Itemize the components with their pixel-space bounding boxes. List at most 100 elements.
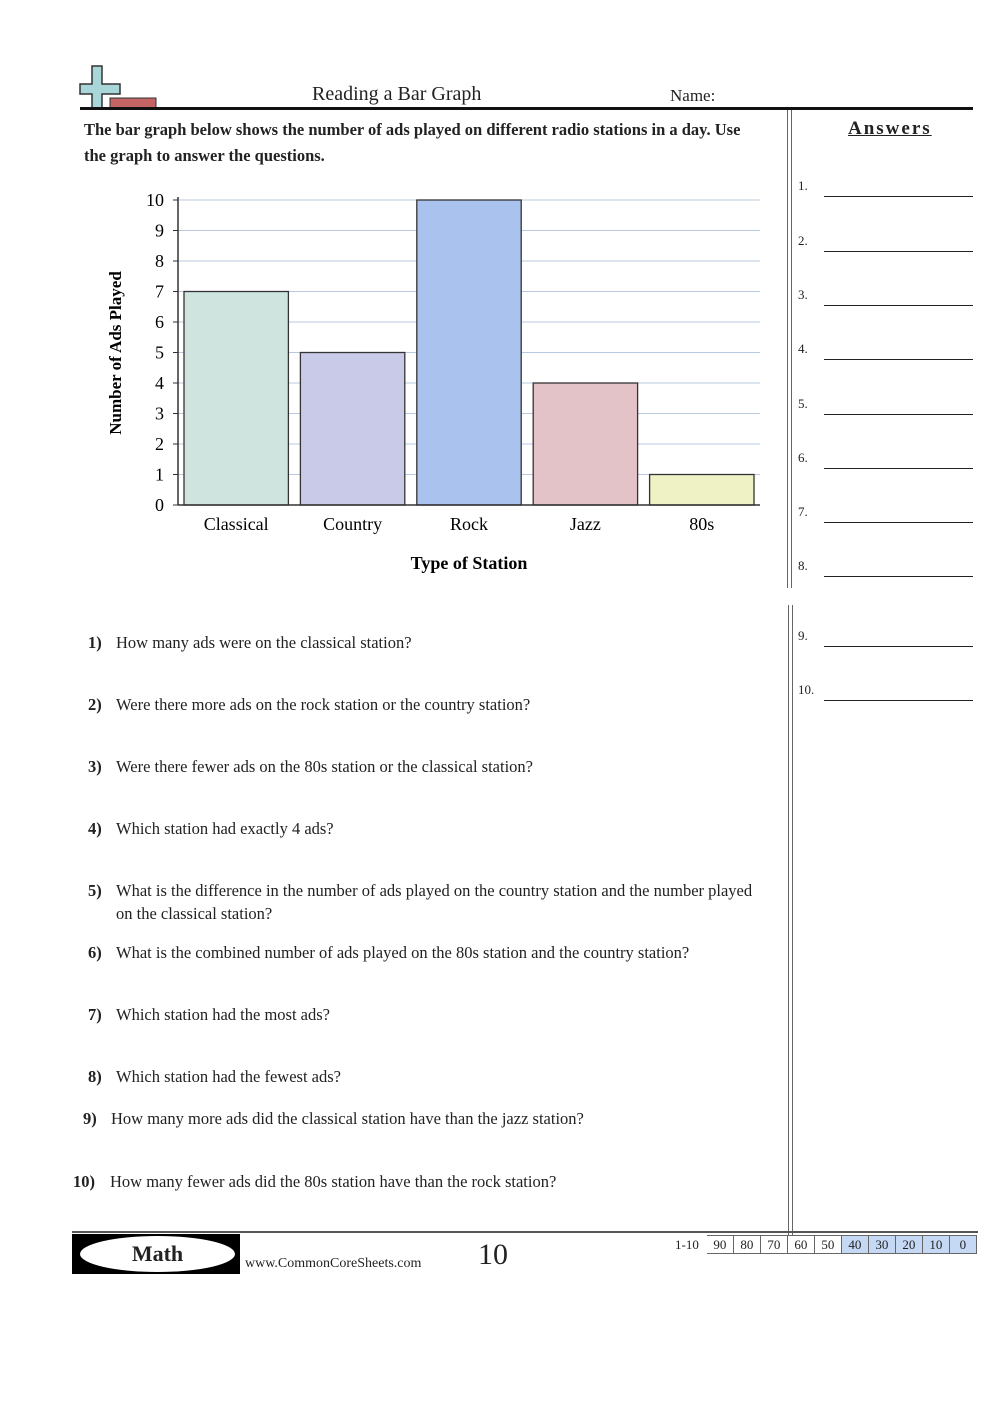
question-number: 2) <box>88 695 102 714</box>
answer-blank[interactable] <box>824 251 973 252</box>
question-number: 4) <box>88 819 102 838</box>
question-text: Which station had the fewest ads? <box>116 1067 341 1086</box>
score-cell: 10 <box>922 1235 950 1254</box>
score-cell: 50 <box>814 1235 842 1254</box>
answer-blank[interactable] <box>824 468 973 469</box>
x-tick-label: Country <box>323 514 382 534</box>
answers-heading: Answers <box>848 118 932 139</box>
question: 5) What is the difference in the number o… <box>88 879 756 925</box>
question: 9) How many more ads did the classical st… <box>83 1107 751 1130</box>
divider <box>791 110 792 588</box>
y-tick-label: 8 <box>155 251 164 271</box>
question-number: 9) <box>83 1109 97 1128</box>
name-label: Name: <box>670 86 716 105</box>
answer-blank[interactable] <box>824 646 973 647</box>
question-number: 10) <box>73 1172 95 1191</box>
x-tick-label: 80s <box>689 514 714 534</box>
question-text: Were there fewer ads on the 80s station … <box>116 757 533 776</box>
y-tick-label: 7 <box>155 282 164 302</box>
question-text: What is the difference in the number of … <box>116 881 753 923</box>
answer-blank[interactable] <box>824 196 973 197</box>
question: 4) Which station had exactly 4 ads? <box>88 817 756 840</box>
answer-number: 6. <box>798 450 808 465</box>
answer-blank[interactable] <box>824 359 973 360</box>
site-url[interactable]: www.CommonCoreSheets.com <box>245 1256 422 1271</box>
y-tick-label: 5 <box>155 343 164 363</box>
question-text: What is the combined number of ads playe… <box>116 943 690 962</box>
answer-blank[interactable] <box>824 576 973 577</box>
question-number: 1) <box>88 633 102 652</box>
answer-number: 3. <box>798 287 808 302</box>
question-text: Which station had the most ads? <box>116 1005 330 1024</box>
score-table: 1-10 90 80 70 60 50 40 30 20 10 0 <box>675 1235 977 1254</box>
score-cell: 30 <box>868 1235 896 1254</box>
divider <box>788 605 789 1235</box>
question-text: How many ads were on the classical stati… <box>116 633 412 652</box>
question-number: 5) <box>88 881 102 900</box>
question-text: How many fewer ads did the 80s station h… <box>110 1172 557 1191</box>
instructions: The bar graph below shows the number of … <box>84 120 741 165</box>
y-tick-label: 2 <box>155 434 164 454</box>
score-cell: 0 <box>949 1235 977 1254</box>
y-axis-label: Number of Ads Played <box>106 271 125 435</box>
answer-blank[interactable] <box>824 414 973 415</box>
answer-number: 9. <box>798 628 808 643</box>
x-tick-label: Rock <box>450 514 488 534</box>
answer-number: 2. <box>798 233 808 248</box>
question: 1) How many ads were on the classical sta… <box>88 631 756 654</box>
divider <box>792 605 793 1235</box>
x-tick-label: Jazz <box>570 514 601 534</box>
page-number: 10 <box>478 1238 508 1271</box>
divider <box>787 110 788 588</box>
y-tick-label: 6 <box>155 312 164 332</box>
bar-80s <box>648 473 755 506</box>
y-tick-label: 10 <box>146 190 164 210</box>
score-cell: 90 <box>706 1235 734 1254</box>
logo-icon <box>79 65 157 110</box>
subject-label: Math <box>80 1236 235 1272</box>
score-label: 1-10 <box>675 1236 699 1252</box>
answer-blank[interactable] <box>824 700 973 701</box>
question-number: 6) <box>88 943 102 962</box>
score-cell: 20 <box>895 1235 923 1254</box>
answer-number: 4. <box>798 341 808 356</box>
question-number: 3) <box>88 757 102 776</box>
y-tick-label: 0 <box>155 495 164 515</box>
answer-number: 8. <box>798 558 808 573</box>
question: 8) Which station had the fewest ads? <box>88 1065 756 1088</box>
answer-number: 1. <box>798 178 808 193</box>
y-tick-label: 1 <box>155 465 164 485</box>
y-tick-label: 9 <box>155 221 164 241</box>
score-cell: 70 <box>760 1235 788 1254</box>
question: 2) Were there more ads on the rock statio… <box>88 693 756 716</box>
bar-classical <box>183 290 290 506</box>
question-text: Were there more ads on the rock station … <box>116 695 531 714</box>
score-cell: 40 <box>841 1235 869 1254</box>
question-number: 7) <box>88 1005 102 1024</box>
score-cell: 60 <box>787 1235 815 1254</box>
question: 6) What is the combined number of ads pla… <box>88 941 756 964</box>
x-axis-label: Type of Station <box>411 553 528 573</box>
answer-number: 5. <box>798 396 808 411</box>
question: 7) Which station had the most ads? <box>88 1003 756 1026</box>
bar-country <box>299 351 406 506</box>
question: 10) How many fewer ads did the 80s statio… <box>73 1170 750 1193</box>
question-text: Which station had exactly 4 ads? <box>116 819 334 838</box>
bar-chart: 0 1 2 3 4 5 6 7 8 9 10 Classical Country Rock Jazz 80s T… <box>106 190 760 573</box>
answer-number: 7. <box>798 504 808 519</box>
answer-number: 10. <box>798 682 815 697</box>
score-cell: 80 <box>733 1235 761 1254</box>
answer-blank[interactable] <box>824 522 973 523</box>
y-tick-label: 3 <box>155 404 164 424</box>
question-number: 8) <box>88 1067 102 1086</box>
bar-jazz <box>532 382 639 506</box>
page-title: Reading a Bar Graph <box>312 83 482 105</box>
answer-blank[interactable] <box>824 305 973 306</box>
x-tick-label: Classical <box>204 514 269 534</box>
top-rule <box>80 107 973 110</box>
question-text: How many more ads did the classical stat… <box>111 1109 584 1128</box>
y-tick-label: 4 <box>155 373 164 393</box>
footer-rule <box>72 1231 978 1233</box>
bar-rock <box>416 199 522 506</box>
